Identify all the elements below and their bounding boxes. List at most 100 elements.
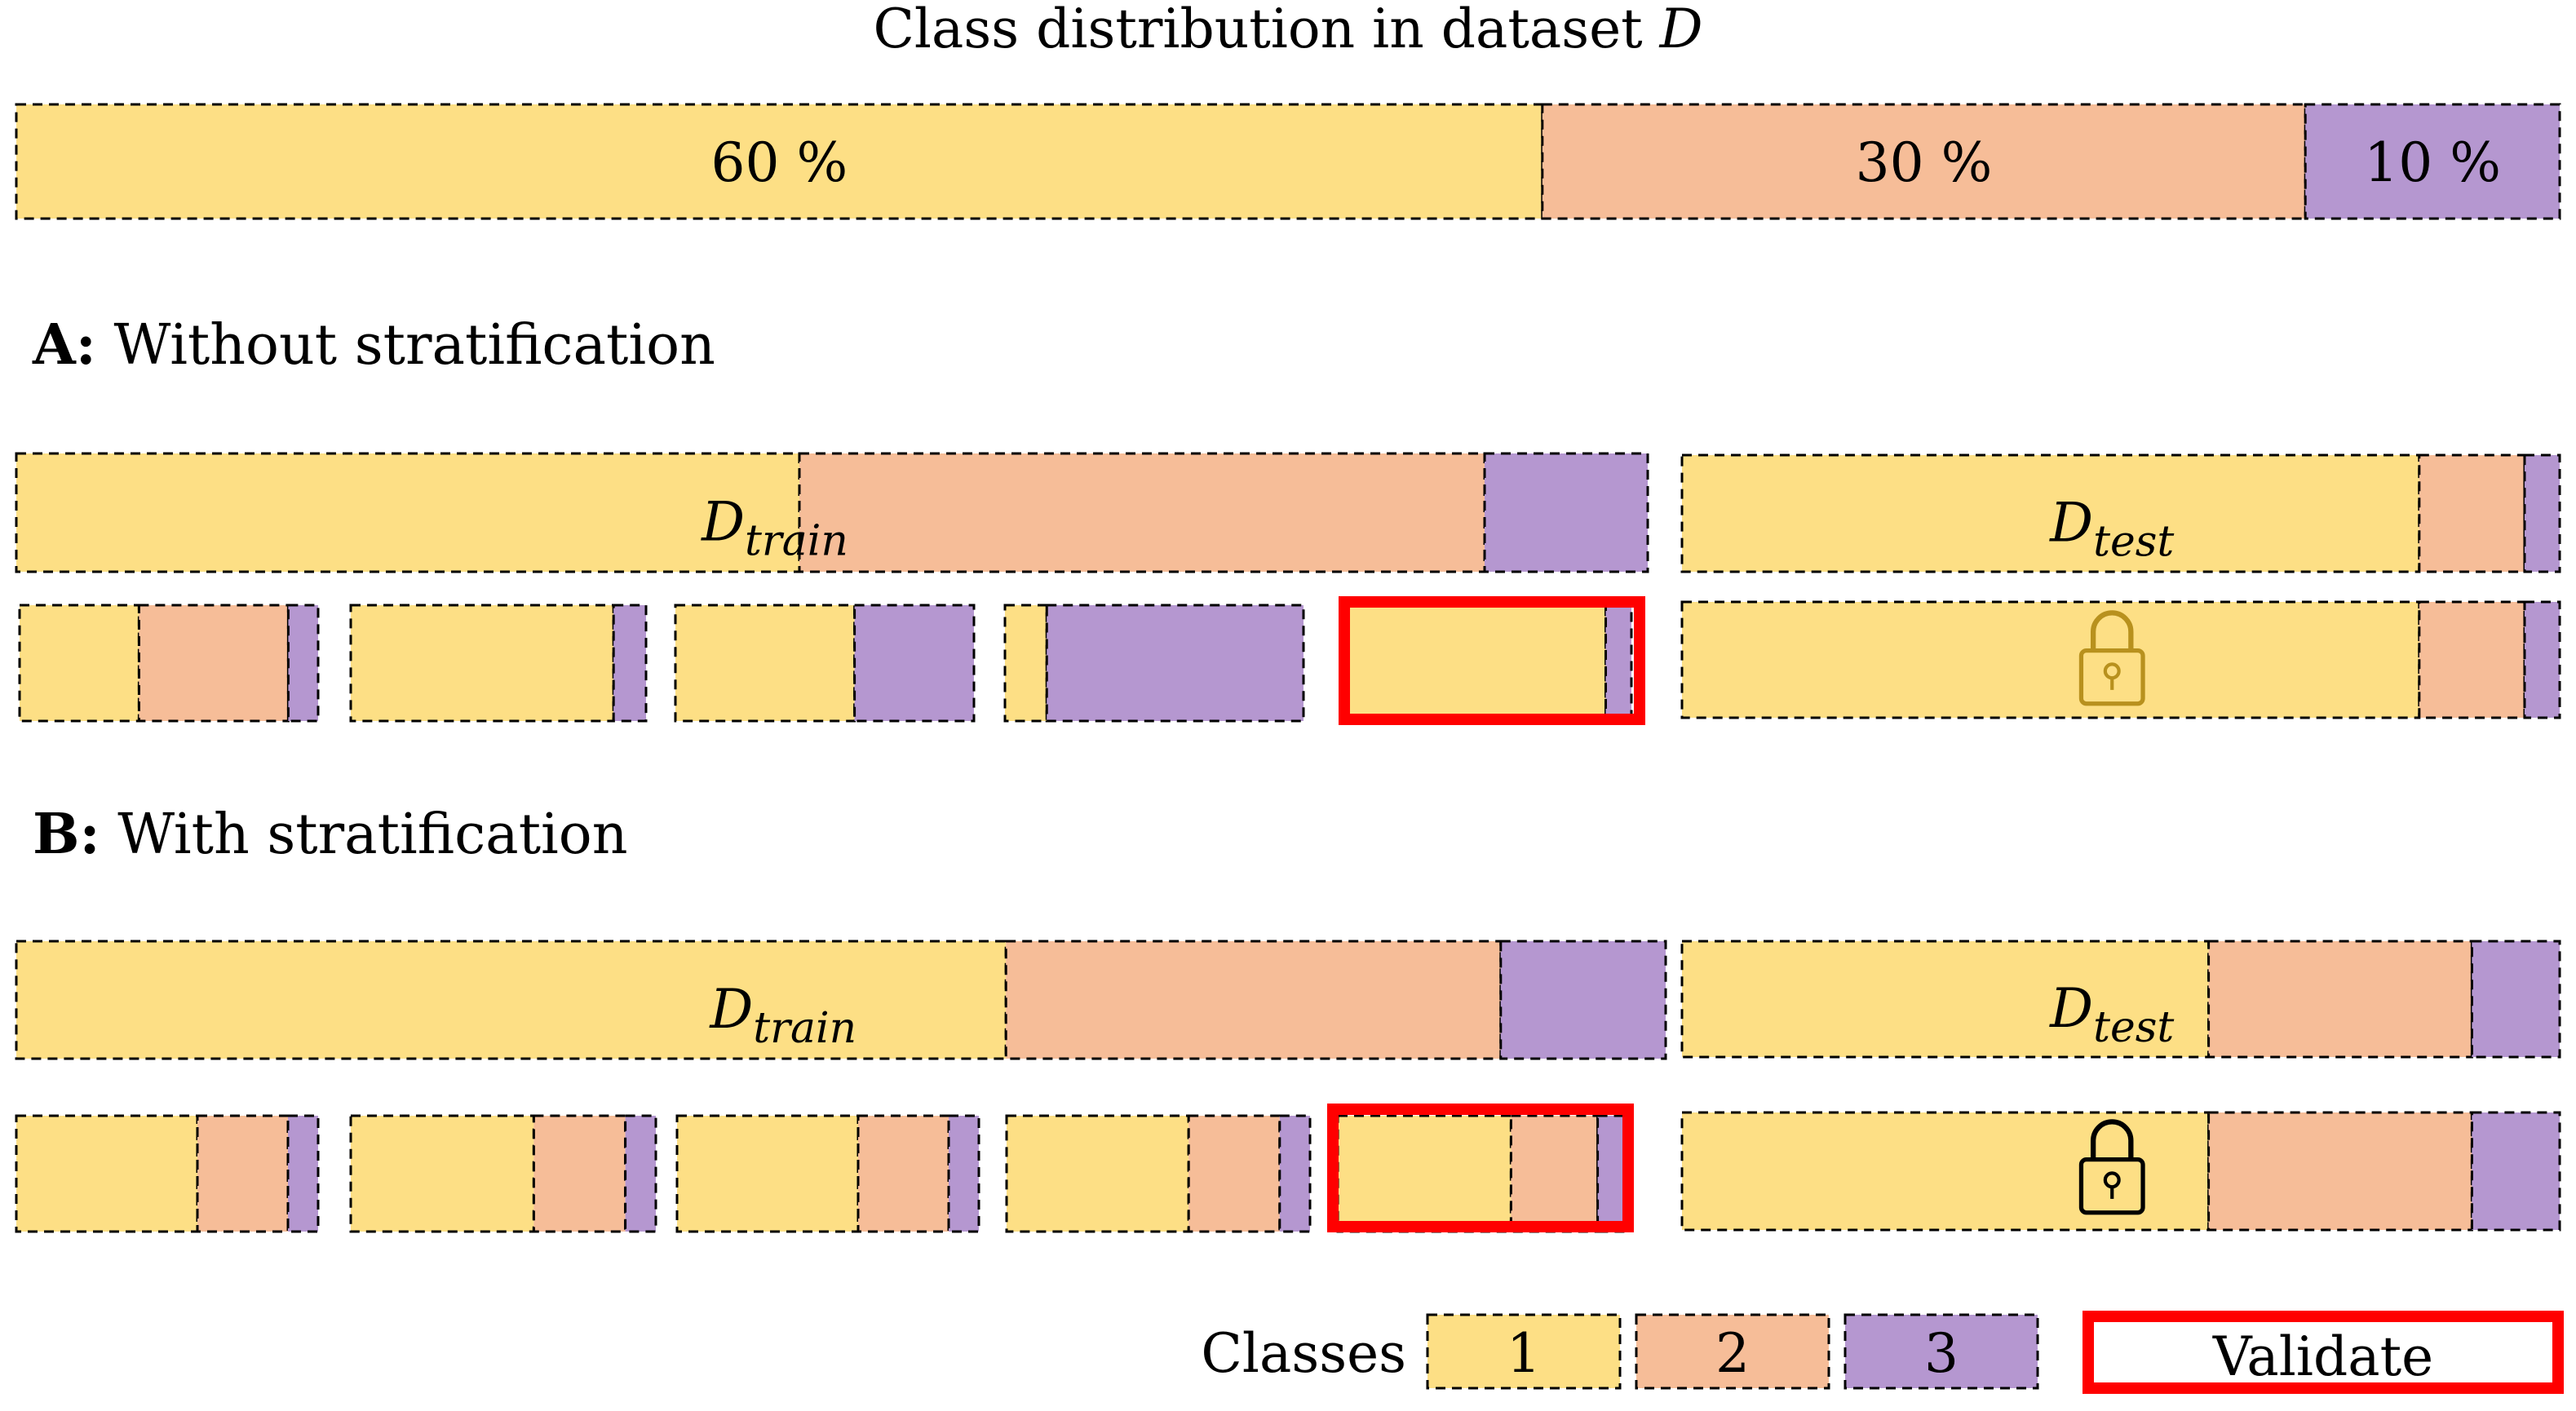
- section-a-train-bar-class-3-segment: [1483, 452, 1649, 573]
- legend-class-3-label: 3: [1924, 1322, 1959, 1385]
- section-a-train-label-subscript: train: [745, 517, 848, 566]
- section-a-train-label: Dtrain: [701, 491, 848, 566]
- section-a-heading: A: Without stratification: [32, 312, 715, 378]
- title-variable: D: [1659, 0, 1703, 60]
- section-b-test-fold-class-3-segment: [2470, 1111, 2561, 1232]
- section-a-fold-3-class-1-segment: [674, 604, 856, 723]
- section-a-fold-1: [18, 604, 320, 723]
- section-a-test-label-subscript: test: [2093, 518, 2174, 567]
- section-b-train-label-base: D: [709, 978, 753, 1041]
- section-a-fold-3-class-3-segment: [853, 604, 976, 723]
- section-b-train-bar: [15, 940, 1667, 1060]
- section-b-fold-4-class-1-segment: [1005, 1114, 1190, 1233]
- distribution-class-1-segment: [15, 103, 1544, 220]
- section-a-fold-4-class-1-segment: [1003, 604, 1048, 723]
- section-b-fold-4-class-2-segment: [1187, 1114, 1281, 1233]
- section-b-fold-5-class-3-segment: [1596, 1114, 1628, 1233]
- section-b-train-label-subscript: train: [753, 1004, 856, 1053]
- section-b-train-bar-class-1-segment: [15, 940, 1007, 1060]
- legend-class-1-label: 1: [1507, 1322, 1541, 1385]
- section-b-title: With stratification: [100, 803, 628, 867]
- legend-class-2-swatch: [1635, 1313, 1830, 1390]
- lock-icon: [2078, 610, 2145, 706]
- section-b-test-label-base: D: [2049, 977, 2093, 1040]
- section-a-letter: A:: [32, 312, 96, 378]
- distribution-class-3-label: 10 %: [2364, 131, 2501, 194]
- section-a-train-bar-class-2-segment: [798, 452, 1486, 573]
- section-a-train-label-base: D: [701, 491, 745, 554]
- legend-class-2-label: 2: [1715, 1322, 1750, 1385]
- section-b-fold-1-class-2-segment: [196, 1114, 290, 1233]
- legend-validate-swatch: [2082, 1311, 2564, 1394]
- section-a-fold-1-class-2-segment: [137, 604, 290, 723]
- section-a-train-bar: [15, 452, 1649, 573]
- section-a-validate-frame: [1339, 596, 1645, 725]
- section-a-fold-2-class-3-segment: [612, 604, 648, 723]
- section-a-fold-1-class-1-segment: [18, 604, 140, 723]
- section-a-test-fold-class-2-segment: [2418, 600, 2526, 719]
- section-b-fold-3-class-3-segment: [947, 1114, 980, 1233]
- section-b-test-bar-class-2-segment: [2207, 940, 2473, 1059]
- section-b-validate-frame: [1327, 1104, 1634, 1232]
- section-a-test-fold-class-1-segment: [1680, 600, 2421, 719]
- section-b-train-bar-class-3-segment: [1499, 940, 1667, 1060]
- section-b-fold-4: [1005, 1114, 1312, 1233]
- title-text: Class distribution in dataset: [873, 0, 1659, 60]
- diagram-title: Class distribution in dataset D: [873, 0, 1702, 60]
- section-b-test-fold: [1680, 1111, 2561, 1232]
- section-b-heading: B: With stratification: [33, 802, 628, 867]
- section-a-test-label-base: D: [2049, 492, 2093, 555]
- section-b-fold-2-class-1-segment: [349, 1114, 535, 1233]
- section-b-fold-2-class-2-segment: [532, 1114, 627, 1233]
- section-a-test-bar-class-1-segment: [1680, 453, 2421, 573]
- section-without-stratification: Dtrain Dtest: [15, 452, 2561, 725]
- section-b-fold-2: [349, 1114, 657, 1233]
- section-b-letter: B:: [33, 802, 100, 867]
- legend-class-1-swatch: [1426, 1313, 1622, 1390]
- legend-validate-label: Validate: [2212, 1325, 2433, 1388]
- section-b-fold-4-class-3-segment: [1278, 1114, 1312, 1233]
- dataset-distribution-bar: 60 % 30 % 10 %: [15, 103, 2561, 220]
- section-b-test-fold-class-2-segment: [2207, 1111, 2473, 1232]
- section-b-fold-5-class-1-segment: [1336, 1114, 1512, 1233]
- legend: Classes 1 2 3 Validate: [1201, 1311, 2564, 1394]
- section-a-fold-5: [1344, 604, 1633, 723]
- distribution-class-1-label: 60 %: [711, 131, 848, 194]
- distribution-class-2-segment: [1541, 103, 2307, 220]
- section-b-fold-2-class-3-segment: [624, 1114, 657, 1233]
- section-a-fold-1-class-3-segment: [286, 604, 320, 723]
- section-a-test-fold-class-3-segment: [2523, 600, 2561, 719]
- section-b-fold-3-class-2-segment: [856, 1114, 950, 1233]
- section-with-stratification: Dtrain Dtest: [15, 940, 2561, 1233]
- section-a-title: Without stratification: [96, 313, 715, 378]
- section-b-fold-5: [1336, 1114, 1628, 1233]
- lock-icon: [2078, 1119, 2145, 1215]
- section-b-fold-1-class-1-segment: [15, 1114, 199, 1233]
- section-b-test-label: Dtest: [2049, 977, 2174, 1052]
- section-b-fold-1: [15, 1114, 320, 1233]
- section-a-fold-2: [349, 604, 648, 723]
- section-b-test-bar: [1680, 940, 2561, 1059]
- section-a-test-bar: [1680, 453, 2561, 573]
- section-b-fold-3: [675, 1114, 980, 1233]
- section-a-fold-5-class-3-segment: [1604, 604, 1633, 723]
- section-a-test-bar-class-3-segment: [2523, 453, 2561, 573]
- legend-title: Classes: [1201, 1322, 1406, 1385]
- section-a-fold-3: [674, 604, 976, 723]
- section-b-fold-1-class-3-segment: [286, 1114, 320, 1233]
- section-b-test-bar-class-1-segment: [1680, 940, 2211, 1059]
- section-b-train-label: Dtrain: [709, 978, 856, 1053]
- section-a-fold-2-class-1-segment: [349, 604, 615, 723]
- section-a-test-label: Dtest: [2049, 492, 2174, 567]
- section-a-train-bar-class-1-segment: [15, 452, 801, 573]
- section-a-test-fold: [1680, 600, 2561, 719]
- section-a-test-bar-class-2-segment: [2418, 453, 2526, 573]
- section-b-test-fold-class-1-segment: [1680, 1111, 2211, 1232]
- section-b-fold-3-class-1-segment: [675, 1114, 860, 1233]
- section-b-fold-5-class-2-segment: [1509, 1114, 1600, 1233]
- legend-class-3-swatch: [1843, 1313, 2039, 1390]
- section-a-fold-4-class-3-segment: [1045, 604, 1305, 723]
- section-a-fold-4: [1003, 604, 1305, 723]
- distribution-class-3-segment: [2304, 103, 2561, 220]
